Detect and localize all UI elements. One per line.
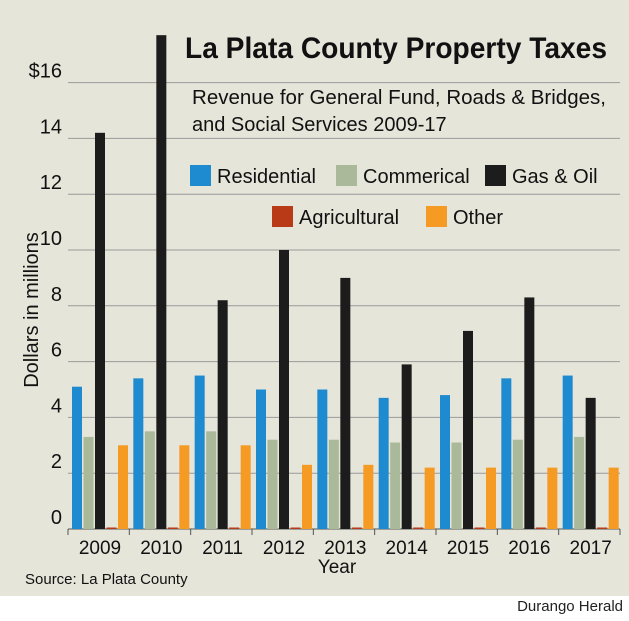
bar-residential-2014	[378, 397, 389, 529]
y-tick-label: 6	[51, 340, 62, 362]
bar-gas-oil-2017	[585, 397, 596, 529]
bar-residential-2013	[317, 389, 328, 529]
x-tick-label: 2016	[508, 538, 550, 559]
bar-other-2016	[547, 467, 558, 529]
y-axis-label: Dollars in millions	[21, 232, 43, 388]
y-tick-label: 0	[51, 507, 62, 529]
legend-label: Other	[453, 207, 503, 229]
bar-gas-oil-2012	[279, 250, 289, 529]
bar-residential-2017	[562, 375, 573, 529]
bar-other-2012	[302, 464, 312, 529]
bar-gas-oil-2015	[463, 330, 473, 529]
y-tick-label: 10	[40, 228, 62, 250]
bar-agricultural-2015	[474, 527, 485, 529]
bar-other-2009	[118, 445, 128, 529]
chart-title: La Plata County Property Taxes	[185, 32, 607, 65]
y-tick-label: 2	[51, 451, 62, 473]
legend-swatch-residential	[190, 165, 211, 186]
chart-svg: 0 2 4 6 8 10 12 14 $16 2009 2010 2011 2012 2013 2014 2…	[0, 0, 629, 596]
bar-commerical-2016	[512, 439, 523, 529]
x-tick-label: 2009	[79, 538, 121, 559]
legend-label: Residential	[217, 166, 316, 188]
source-note: Source: La Plata County	[25, 571, 188, 588]
bar-agricultural-2017	[597, 527, 608, 529]
y-tick-label: 4	[51, 395, 62, 417]
legend-label: Commerical	[363, 166, 470, 188]
legend-label: Agricultural	[299, 207, 399, 229]
legend-swatch-agricultural	[272, 206, 293, 227]
bar-other-2014	[424, 467, 435, 529]
bar-agricultural-2009	[106, 527, 117, 529]
bar-agricultural-2010	[167, 527, 178, 529]
legend-swatch-commerical	[336, 165, 357, 186]
x-tick-label: 2017	[570, 538, 612, 559]
y-tick-label: 12	[40, 172, 62, 194]
chart-subtitle-line-2: and Social Services 2009-17	[192, 114, 447, 136]
legend-label: Gas & Oil	[512, 166, 598, 188]
bar-other-2010	[179, 445, 190, 529]
bar-commerical-2011	[206, 431, 217, 529]
bar-commerical-2015	[451, 442, 462, 529]
bar-agricultural-2013	[351, 527, 362, 529]
bar-gas-oil-2013	[340, 277, 351, 529]
bar-residential-2016	[501, 378, 512, 529]
credit-line: Durango Herald	[517, 598, 623, 615]
bar-gas-oil-2010	[156, 35, 167, 530]
bar-other-2017	[608, 467, 619, 529]
bar-agricultural-2011	[229, 527, 240, 529]
x-tick-label: 2014	[386, 538, 429, 559]
bar-residential-2010	[133, 378, 144, 529]
y-tick-label: 8	[51, 284, 62, 306]
bar-commerical-2014	[390, 442, 401, 529]
x-tick-label: 2013	[324, 538, 366, 559]
x-tick-label: 2011	[202, 538, 243, 559]
bar-residential-2015	[440, 395, 450, 529]
bar-gas-oil-2009	[95, 132, 105, 529]
bar-gas-oil-2016	[524, 297, 535, 529]
x-tick-label: 2012	[263, 538, 305, 559]
bar-agricultural-2016	[535, 527, 546, 529]
x-tick-label: 2010	[140, 538, 182, 559]
y-tick-label: 14	[40, 116, 62, 138]
bar-gas-oil-2014	[401, 364, 412, 529]
bar-residential-2011	[194, 375, 205, 529]
bar-commerical-2012	[267, 439, 278, 529]
x-axis-label: Year	[318, 557, 357, 578]
bar-residential-2009	[72, 386, 82, 529]
bar-agricultural-2014	[413, 527, 424, 529]
bar-commerical-2017	[574, 436, 585, 529]
bar-other-2011	[240, 445, 251, 529]
legend-swatch-other	[426, 206, 447, 227]
bar-residential-2012	[256, 389, 266, 529]
legend-swatch-gas-oil	[485, 165, 506, 186]
bar-commerical-2013	[328, 439, 339, 529]
bar-gas-oil-2011	[217, 300, 228, 529]
bar-other-2013	[363, 464, 374, 529]
bar-commerical-2009	[83, 436, 94, 529]
bar-commerical-2010	[144, 431, 155, 529]
y-tick-label: $16	[29, 61, 62, 83]
bar-agricultural-2012	[290, 527, 301, 529]
chart-subtitle-line-1: Revenue for General Fund, Roads & Bridge…	[192, 87, 606, 109]
x-tick-label: 2015	[447, 538, 489, 559]
bar-other-2015	[486, 467, 496, 529]
